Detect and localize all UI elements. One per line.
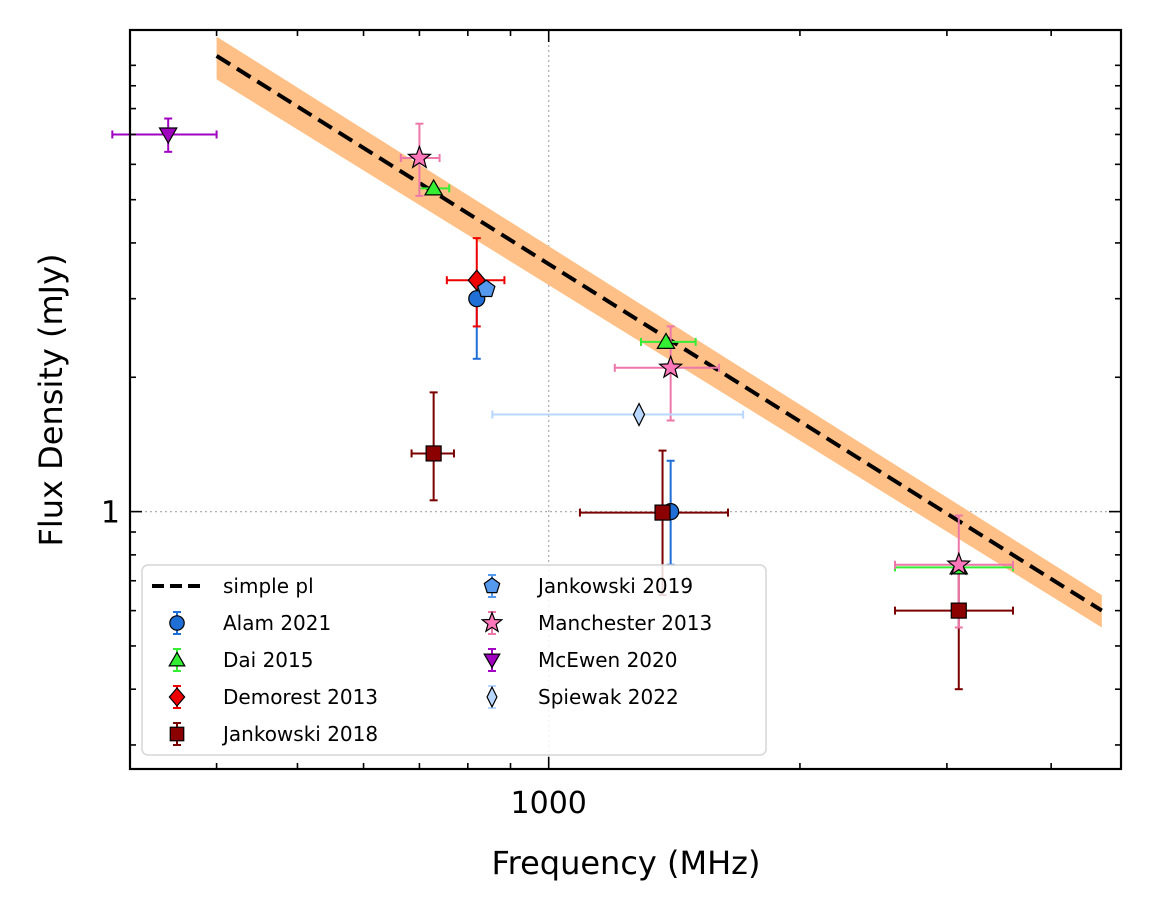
x-tick-label: 1000 bbox=[511, 786, 587, 821]
series-manchester-2013-point-1 bbox=[658, 354, 684, 379]
fit-line-simple-pl bbox=[215, 54, 1103, 613]
series-manchester-2013-point-0 bbox=[406, 144, 433, 169]
legend-label: Jankowski 2018 bbox=[221, 722, 378, 746]
y-axis-title: Flux Density (mJy) bbox=[32, 253, 70, 546]
legend-label: Dai 2015 bbox=[223, 648, 313, 672]
legend-entry-jankowski-2018: Jankowski 2018 bbox=[169, 722, 378, 746]
legend-label: Manchester 2013 bbox=[538, 611, 712, 635]
series-jankowski-2019-point-0 bbox=[477, 279, 496, 298]
legend-entry-simple-pl: simple pl bbox=[152, 574, 314, 598]
series-jankowski-2018-point-0 bbox=[425, 445, 442, 462]
series-dai-2015-point-1 bbox=[656, 332, 676, 349]
legend-entry-demorest-2013: Demorest 2013 bbox=[168, 685, 378, 709]
legend-marker bbox=[486, 685, 498, 709]
fit-band bbox=[216, 36, 1102, 628]
legend-label: Demorest 2013 bbox=[223, 685, 378, 709]
series-spiewak-2022-xerr-0 bbox=[491, 410, 745, 419]
series-manchester-2013-point-2 bbox=[946, 551, 972, 576]
y-tick-label: 1 bbox=[101, 496, 120, 531]
ticks bbox=[130, 30, 1121, 769]
legend-marker bbox=[169, 726, 185, 742]
legend: simple pl Alam 2021 Dai 2015 Demorest 2013 J… bbox=[141, 564, 767, 756]
legend-entry-mcewen-2020: McEwen 2020 bbox=[483, 648, 677, 672]
legend-entry-jankowski-2019: Jankowski 2019 bbox=[483, 574, 693, 598]
legend-marker bbox=[169, 615, 185, 631]
fit-uncertainty-band bbox=[216, 36, 1102, 628]
series-spiewak-2022-point-0 bbox=[632, 402, 646, 427]
markers bbox=[158, 127, 972, 619]
series-mcewen-2020-point-0 bbox=[158, 127, 178, 145]
legend-label: McEwen 2020 bbox=[538, 648, 677, 672]
legend-entry-dai-2015: Dai 2015 bbox=[168, 648, 313, 672]
legend-box bbox=[141, 564, 767, 756]
x-axis-title: Frequency (MHz) bbox=[492, 844, 761, 882]
legend-label: Spiewak 2022 bbox=[538, 685, 679, 709]
legend-entry-manchester-2013: Manchester 2013 bbox=[480, 610, 712, 635]
legend-marker bbox=[168, 651, 186, 667]
series-dai-2015-point-0 bbox=[423, 178, 444, 196]
legend-marker bbox=[483, 653, 501, 669]
legend-label: simple pl bbox=[223, 574, 314, 598]
series-jankowski-2018-point-2 bbox=[950, 602, 967, 619]
series-jankowski-2018-point-1 bbox=[654, 504, 671, 521]
legend-label: Alam 2021 bbox=[223, 611, 331, 635]
fit-line bbox=[215, 54, 1103, 613]
tick-labels: 1000 1 bbox=[101, 496, 587, 821]
legend-entry-alam-2021: Alam 2021 bbox=[169, 611, 331, 635]
series-jankowski-2018-xerr-1 bbox=[578, 508, 730, 517]
legend-marker bbox=[480, 610, 504, 633]
legend-entry-spiewak-2022: Spiewak 2022 bbox=[486, 685, 679, 709]
legend-marker bbox=[168, 687, 186, 707]
legend-label: Jankowski 2019 bbox=[536, 574, 693, 598]
plot-frame bbox=[128, 28, 1123, 771]
legend-marker bbox=[483, 577, 501, 594]
